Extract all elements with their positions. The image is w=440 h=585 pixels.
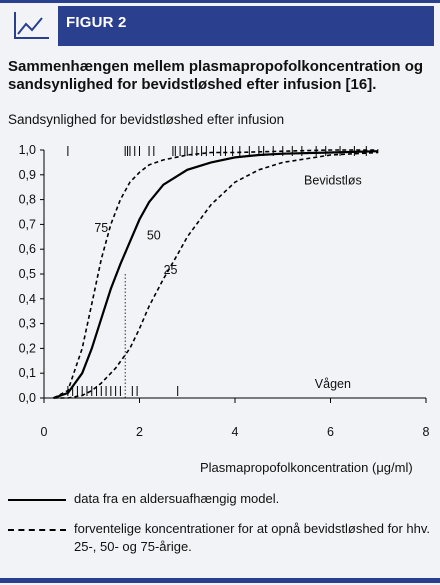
curve-label-25: 25	[164, 263, 178, 277]
probability-chart: 0,0 0,1 0,2 0,3 0,4 0,5 0,6 0,7 0,8 0,9 1,0 0 2 4 6 8 7…	[19, 143, 430, 439]
y-tick-label: 0,7	[19, 217, 36, 231]
series-line-75	[53, 149, 379, 399]
y-tick-label: 0,6	[19, 242, 36, 256]
y-tick-label: 0,0	[19, 391, 36, 405]
series-line-50	[53, 150, 379, 400]
figure-header-bar	[6, 6, 434, 46]
y-tick-label: 0,9	[19, 168, 36, 182]
series-line-25	[53, 151, 379, 399]
y-tick-label: 1,0	[19, 143, 36, 157]
bottom-rule	[0, 578, 440, 583]
figure-label: FIGUR 2	[66, 14, 127, 31]
y-axis-title: Sandsynlighed for bevidstløshed efter in…	[8, 112, 285, 127]
x-tick-label: 0	[41, 425, 48, 439]
y-tick-label: 0,3	[19, 317, 36, 331]
annotation-awake: Vågen	[315, 377, 351, 391]
x-tick-label: 6	[327, 425, 334, 439]
annotation-unconscious: Bevidstløs	[304, 174, 362, 188]
x-axis-title: Plasmapropofolkoncentration (μg/ml)	[200, 460, 413, 475]
curve-label-50: 50	[147, 228, 161, 242]
y-tick-label: 0,1	[19, 366, 36, 380]
y-tick-label: 0,4	[19, 292, 36, 306]
line-chart-icon	[6, 6, 58, 46]
y-tick-label: 0,2	[19, 341, 36, 355]
top-rule	[0, 0, 440, 3]
legend-swatch-dashed	[8, 529, 66, 531]
legend-swatch-solid	[8, 499, 66, 501]
x-tick-label: 4	[232, 425, 239, 439]
y-tick-label: 0,5	[19, 267, 36, 281]
legend-text-solid: data fra en aldersuafhængig model.	[74, 491, 280, 506]
x-tick-label: 8	[423, 425, 430, 439]
legend-text-dashed: forventelige koncentrationer for at opnå…	[74, 521, 431, 554]
x-tick-label: 2	[136, 425, 143, 439]
curve-label-75: 75	[94, 221, 108, 235]
y-tick-label: 0,8	[19, 193, 36, 207]
figure-caption: Sammenhængen mellem plasmapropofolkoncen…	[8, 58, 424, 93]
